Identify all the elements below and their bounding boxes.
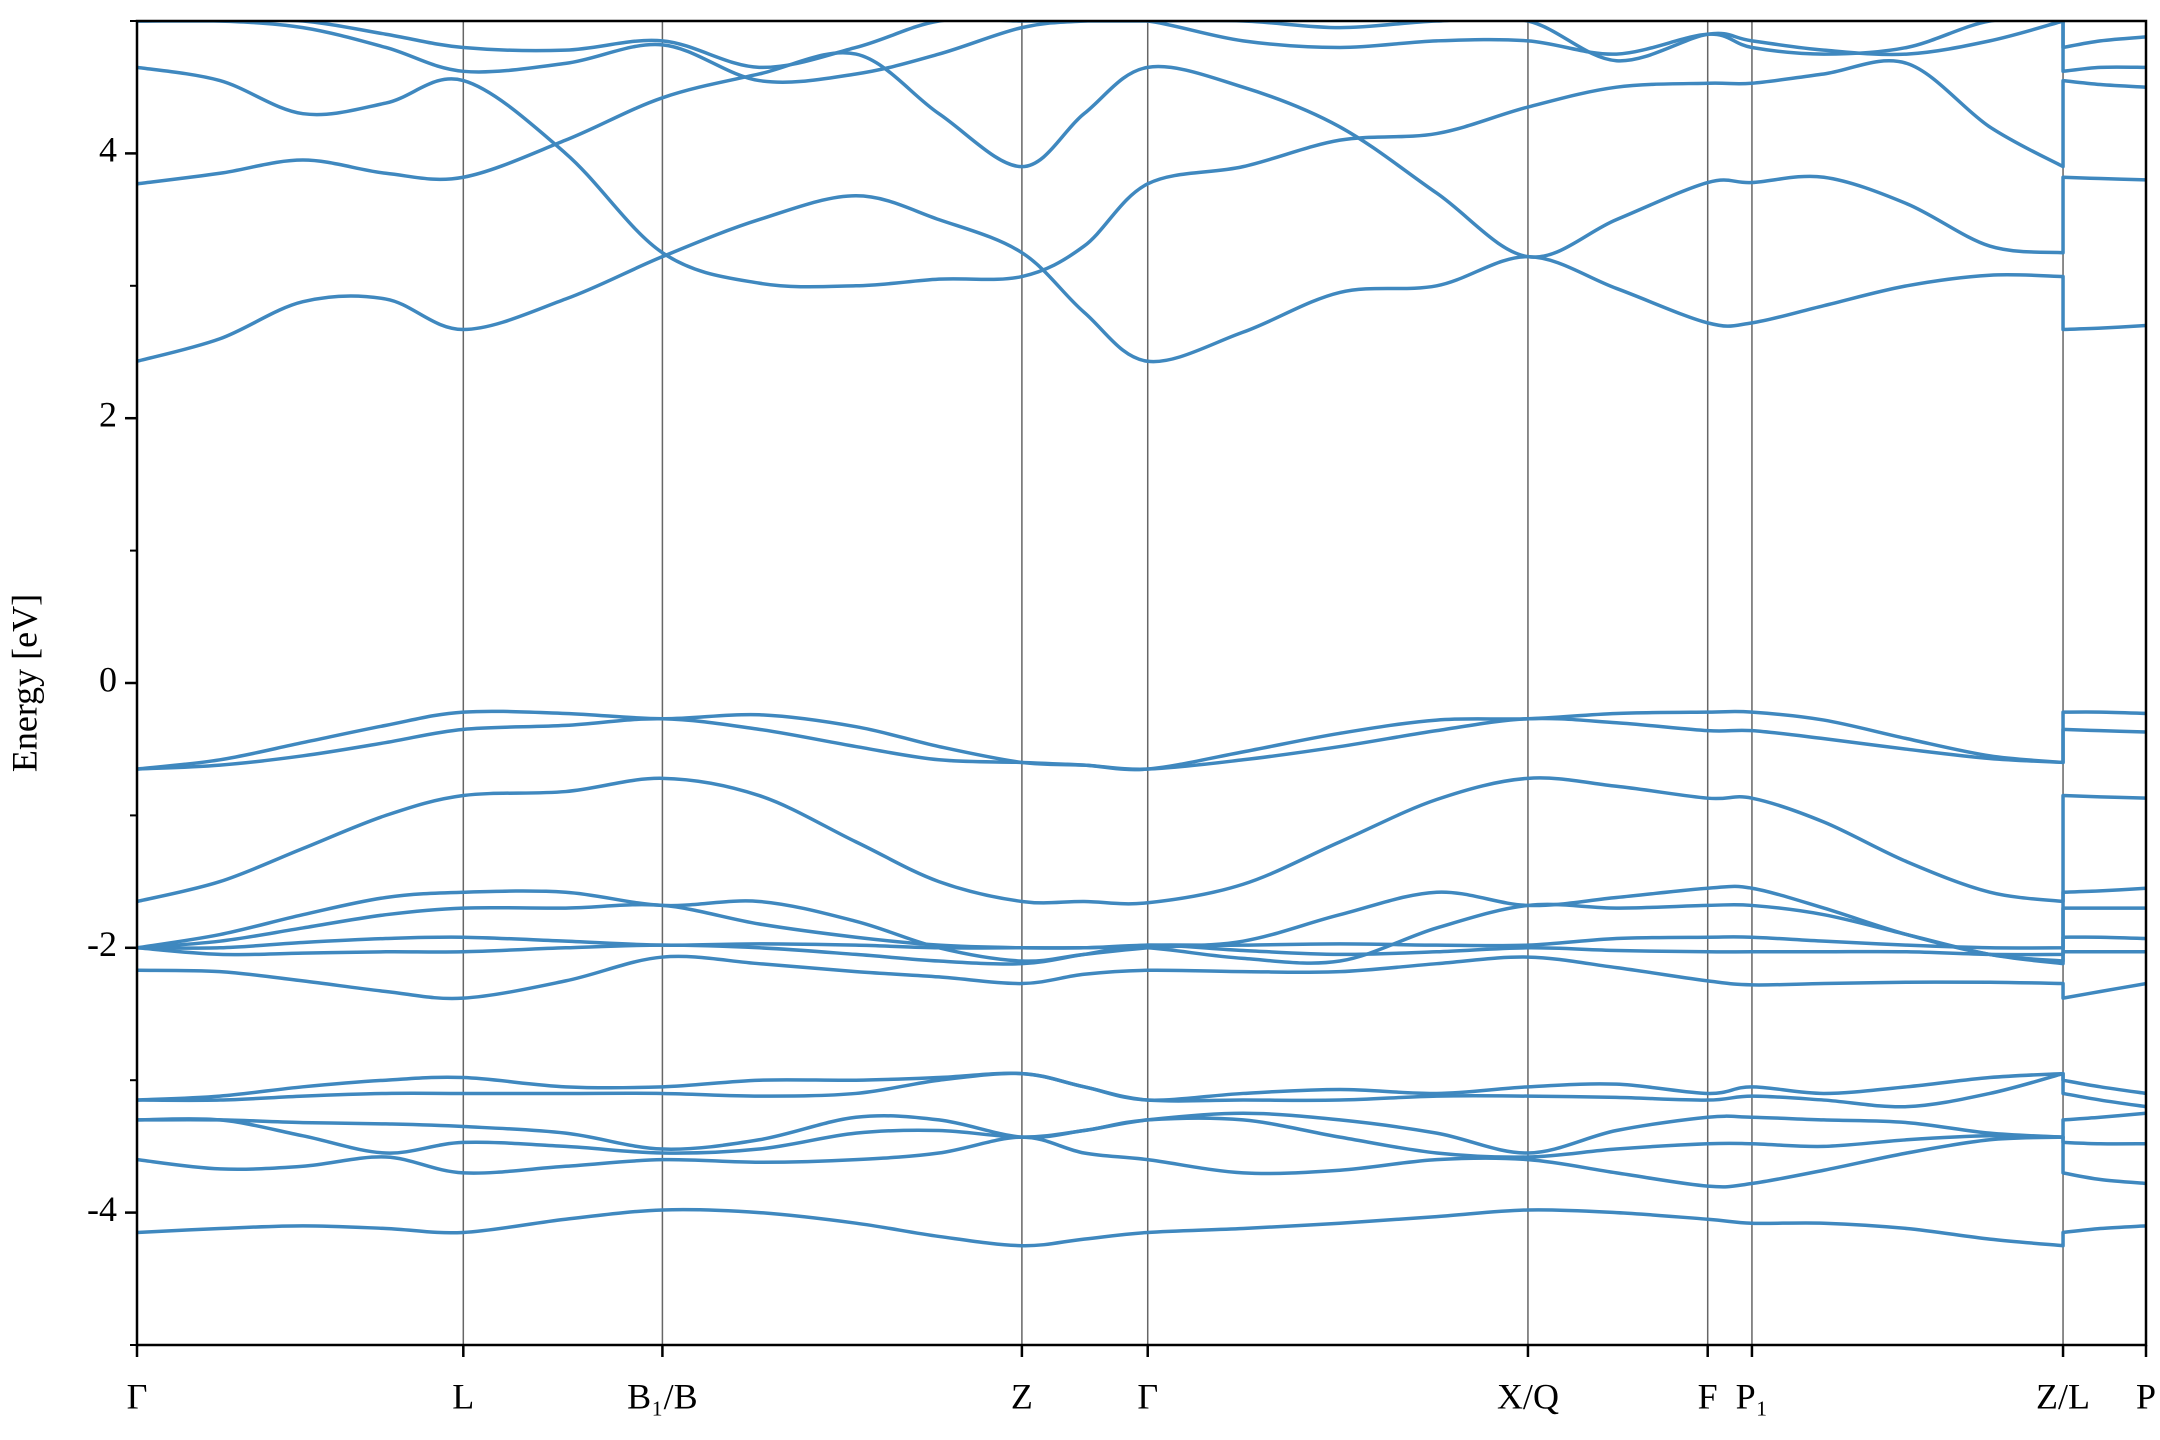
x-tick-label: Γ	[1137, 1376, 1158, 1416]
band-line	[137, 954, 2146, 1001]
plot-area	[137, 21, 2146, 1345]
band-line	[137, 1116, 2146, 1159]
band-line	[137, 1207, 2146, 1248]
band-line	[137, 194, 2146, 364]
x-tick-label: P₁	[1736, 1376, 1769, 1416]
x-tick-label: L	[452, 1376, 474, 1416]
band-line	[137, 709, 2146, 772]
x-tick-label: F	[1698, 1376, 1718, 1416]
band-line	[137, 21, 2146, 84]
band-line	[137, 902, 2146, 966]
band-line	[137, 776, 2146, 906]
y-tick-label: -2	[87, 924, 117, 964]
x-tick-label: B₁/B	[627, 1376, 698, 1416]
x-tick-label: Z	[1011, 1376, 1033, 1416]
y-tick-label: 2	[99, 394, 117, 434]
x-tick-label: Z/L	[2036, 1376, 2090, 1416]
y-tick-label: 4	[99, 130, 117, 170]
band-line	[137, 1135, 2146, 1189]
band-line	[137, 21, 2146, 70]
band-line	[137, 716, 2146, 771]
band-line	[137, 1071, 2146, 1102]
band-line	[137, 943, 2146, 966]
y-tick-label: -4	[87, 1189, 117, 1229]
x-tick-label: P	[2136, 1376, 2156, 1416]
x-tick-label: Γ	[127, 1376, 148, 1416]
band-line	[137, 59, 2146, 289]
band-line	[137, 1071, 2146, 1109]
x-tick-label: X/Q	[1497, 1376, 1559, 1416]
band-line	[137, 51, 2146, 259]
y-tick-label: 0	[99, 659, 117, 699]
y-axis-label: Energy [eV]	[4, 594, 44, 772]
